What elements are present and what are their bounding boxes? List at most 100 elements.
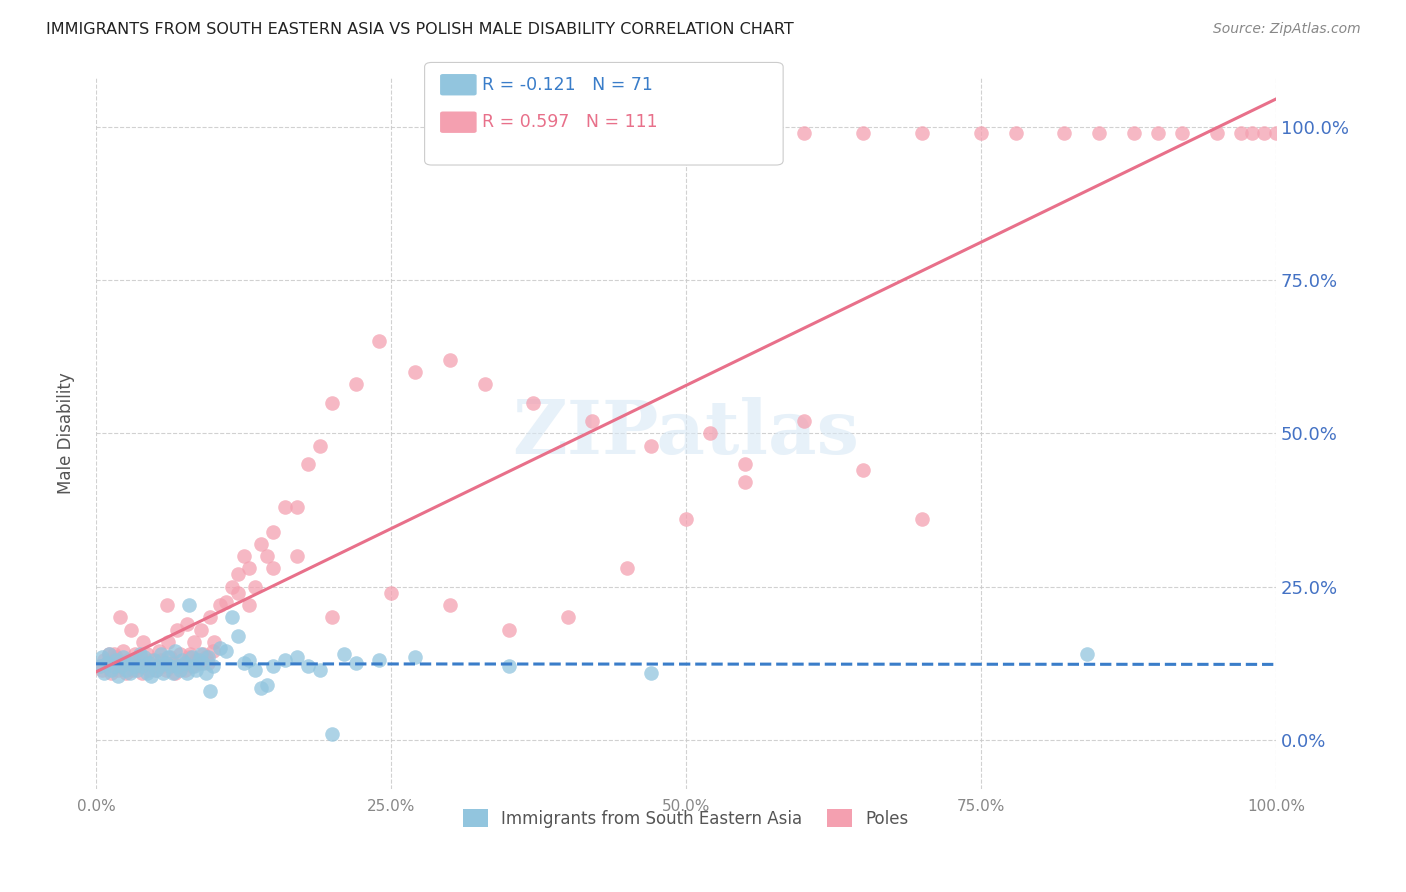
Point xyxy=(1147,126,1170,140)
Point xyxy=(404,365,426,379)
Point xyxy=(852,463,875,477)
Point xyxy=(141,653,163,667)
Point xyxy=(309,663,332,677)
Point xyxy=(162,657,184,671)
Point xyxy=(149,653,172,667)
Point xyxy=(120,623,142,637)
Point xyxy=(127,659,149,673)
Y-axis label: Male Disability: Male Disability xyxy=(58,373,75,494)
Point xyxy=(274,653,297,667)
Point xyxy=(103,647,125,661)
Text: IMMIGRANTS FROM SOUTH EASTERN ASIA VS POLISH MALE DISABILITY CORRELATION CHART: IMMIGRANTS FROM SOUTH EASTERN ASIA VS PO… xyxy=(46,22,794,37)
Point xyxy=(557,610,579,624)
Point xyxy=(208,598,231,612)
Point xyxy=(93,653,115,667)
Point xyxy=(89,659,111,673)
Point xyxy=(200,610,222,624)
Point xyxy=(186,663,208,677)
Point xyxy=(297,659,319,673)
Point xyxy=(121,663,143,677)
Point xyxy=(245,580,267,594)
Point xyxy=(1265,126,1288,140)
Point xyxy=(1241,126,1264,140)
Point xyxy=(1229,126,1251,140)
Point xyxy=(134,650,156,665)
Point xyxy=(93,665,115,680)
Point xyxy=(1170,126,1192,140)
Point xyxy=(734,457,756,471)
Point xyxy=(215,644,238,658)
Point xyxy=(107,663,129,677)
Point xyxy=(262,524,284,539)
Point xyxy=(138,663,160,677)
Point xyxy=(911,512,934,526)
Point xyxy=(368,334,391,349)
Point xyxy=(183,659,205,673)
Point xyxy=(640,439,662,453)
Legend: Immigrants from South Eastern Asia, Poles: Immigrants from South Eastern Asia, Pole… xyxy=(457,803,915,834)
Point xyxy=(344,657,367,671)
Point xyxy=(135,665,157,680)
Point xyxy=(155,663,177,677)
Point xyxy=(179,647,201,661)
Point xyxy=(159,650,181,665)
Point xyxy=(172,659,194,673)
Point xyxy=(90,663,112,677)
Point xyxy=(98,647,121,661)
Point xyxy=(112,650,135,665)
Point xyxy=(165,665,187,680)
Point xyxy=(142,659,165,673)
Point xyxy=(120,665,142,680)
Point xyxy=(176,665,198,680)
Point xyxy=(183,635,205,649)
Point xyxy=(200,684,222,698)
Point xyxy=(309,439,332,453)
Point xyxy=(1123,126,1146,140)
Point xyxy=(165,644,187,658)
Point xyxy=(180,659,202,673)
Point xyxy=(145,663,167,677)
Point xyxy=(793,414,815,428)
Point xyxy=(404,650,426,665)
Point xyxy=(197,650,219,665)
Point xyxy=(238,653,260,667)
Point xyxy=(166,659,188,673)
Point xyxy=(148,659,170,673)
Point xyxy=(179,598,201,612)
Point xyxy=(498,623,520,637)
Point xyxy=(145,663,167,677)
Point xyxy=(187,653,209,667)
Point xyxy=(911,126,934,140)
Point xyxy=(120,657,142,671)
Point xyxy=(498,659,520,673)
Text: ZIPatlas: ZIPatlas xyxy=(512,397,859,470)
Point xyxy=(793,126,815,140)
Point xyxy=(176,616,198,631)
Point xyxy=(197,657,219,671)
Point xyxy=(134,657,156,671)
Point xyxy=(194,665,217,680)
Text: R = -0.121   N = 71: R = -0.121 N = 71 xyxy=(482,76,654,94)
Point xyxy=(187,657,209,671)
Point xyxy=(152,665,174,680)
Point xyxy=(89,659,111,673)
Point xyxy=(124,647,146,661)
Point xyxy=(127,663,149,677)
Point xyxy=(173,663,195,677)
Point xyxy=(131,659,153,673)
Point xyxy=(238,598,260,612)
Point xyxy=(675,512,697,526)
Point xyxy=(98,647,121,661)
Point xyxy=(135,647,157,661)
Point xyxy=(131,665,153,680)
Point xyxy=(321,610,343,624)
Point xyxy=(128,650,150,665)
Point xyxy=(190,623,212,637)
Point xyxy=(132,635,155,649)
Point xyxy=(141,669,163,683)
Point xyxy=(156,650,179,665)
Point xyxy=(852,126,875,140)
Point xyxy=(103,659,125,673)
Point xyxy=(186,653,208,667)
Point xyxy=(245,663,267,677)
